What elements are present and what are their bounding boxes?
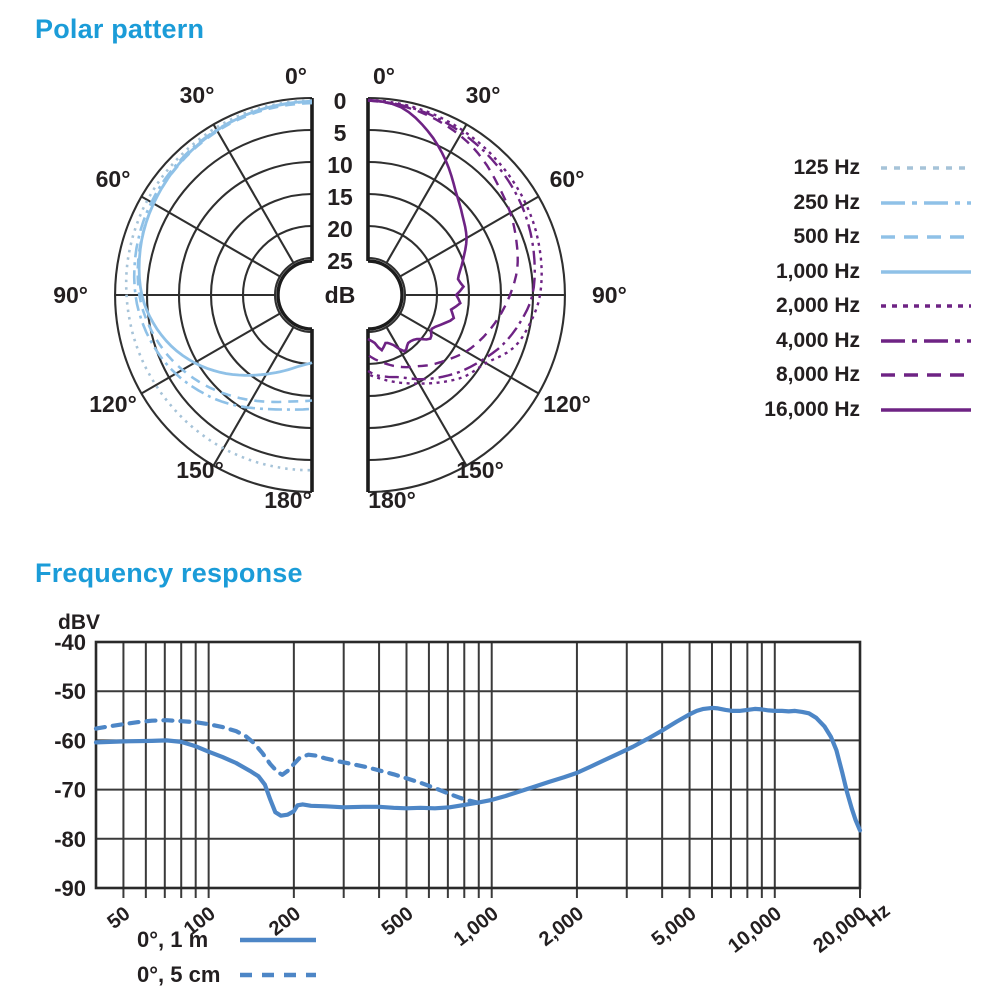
freq-curve-01m	[93, 705, 863, 833]
legend-line-sample	[881, 166, 971, 170]
freq-legend-label: 0°, 5 cm	[137, 962, 220, 987]
svg-text:5: 5	[334, 120, 347, 146]
legend-line-sample	[881, 339, 971, 343]
svg-text:60°: 60°	[96, 166, 131, 192]
svg-text:25: 25	[327, 248, 353, 274]
polar-left-angle-labels: 0° 30° 60° 90° 120° 150° 180°	[53, 63, 312, 513]
polar-curve-2000Hz	[367, 98, 543, 385]
freq-y-axis-labels: dBV-40 -50 -60 -70 -80 -90	[54, 611, 100, 901]
svg-text:5,000: 5,000	[648, 903, 701, 951]
svg-text:Hz: Hz	[862, 900, 895, 932]
svg-text:20,000: 20,000	[809, 903, 871, 958]
freq-legend-label: 0°, 1 m	[137, 927, 208, 952]
svg-text:30°: 30°	[180, 82, 215, 108]
polar-curve-1000Hz	[137, 99, 313, 377]
polar-right-angle-labels: 0° 30° 60° 90° 120° 150° 180°	[368, 63, 627, 513]
freq-legend: 0°, 1 m 0°, 5 cm	[137, 927, 316, 987]
svg-text:60°: 60°	[550, 166, 585, 192]
legend-label: 2,000 Hz	[775, 294, 860, 318]
legend-label: 4,000 Hz	[775, 328, 860, 352]
svg-text:-60: -60	[54, 728, 86, 753]
svg-text:200: 200	[265, 903, 305, 941]
svg-text:150°: 150°	[456, 457, 504, 483]
legend-label: 1,000 Hz	[775, 259, 860, 283]
svg-text:30°: 30°	[466, 82, 501, 108]
legend-line-sample	[881, 373, 971, 377]
svg-text:10: 10	[327, 152, 353, 178]
svg-text:-40: -40	[54, 630, 86, 655]
legend-item-8000Hz: 8,000 Hz	[736, 358, 972, 393]
polar-curve-8000Hz	[367, 99, 519, 369]
svg-text:-80: -80	[54, 827, 86, 852]
polar-left-half-grid	[114, 96, 314, 494]
svg-text:-90: -90	[54, 876, 86, 901]
svg-text:0: 0	[334, 88, 347, 114]
svg-text:500: 500	[378, 903, 418, 941]
polar-db-scale: 0 5 10 15 20 25 dB	[325, 88, 356, 308]
legend-item-4000Hz: 4,000 Hz	[736, 324, 972, 359]
polar-frequency-legend: 125 Hz 250 Hz 500 Hz 1,000 Hz 2,000 Hz 4,000 …	[736, 151, 972, 427]
svg-text:120°: 120°	[543, 391, 591, 417]
legend-label: 125 Hz	[793, 156, 860, 180]
legend-line-sample	[881, 270, 971, 274]
svg-text:20: 20	[327, 216, 353, 242]
svg-text:-50: -50	[54, 679, 86, 704]
svg-text:120°: 120°	[89, 391, 137, 417]
svg-text:180°: 180°	[368, 487, 416, 513]
freq-grid	[94, 640, 862, 898]
svg-text:90°: 90°	[592, 282, 627, 308]
legend-label: 8,000 Hz	[775, 363, 860, 387]
legend-line-sample	[881, 408, 971, 412]
polar-curve-125Hz	[124, 99, 313, 472]
legend-item-125Hz: 125 Hz	[736, 151, 972, 186]
svg-text:180°: 180°	[264, 487, 312, 513]
svg-text:90°: 90°	[53, 282, 88, 308]
legend-item-250Hz: 250 Hz	[736, 186, 972, 221]
legend-line-sample	[881, 235, 971, 239]
legend-item-500Hz: 500 Hz	[736, 220, 972, 255]
legend-item-1000Hz: 1,000 Hz	[736, 255, 972, 290]
legend-label: 250 Hz	[793, 190, 860, 214]
freq-curve-05cm	[93, 718, 481, 805]
legend-label: 500 Hz	[793, 225, 860, 249]
legend-item-16000Hz: 16,000 Hz	[736, 393, 972, 428]
svg-text:0°: 0°	[373, 63, 395, 89]
svg-text:10,000: 10,000	[724, 903, 786, 958]
polar-curve-250Hz	[132, 100, 313, 411]
legend-line-sample	[881, 201, 971, 205]
frequency-response-title: Frequency response	[35, 558, 303, 588]
polar-curve-500Hz	[136, 101, 313, 404]
svg-text:dB: dB	[325, 282, 356, 308]
svg-text:1,000: 1,000	[450, 903, 503, 951]
svg-text:-70: -70	[54, 778, 86, 803]
svg-text:0°: 0°	[285, 63, 307, 89]
svg-text:2,000: 2,000	[535, 903, 588, 951]
legend-item-2000Hz: 2,000 Hz	[736, 289, 972, 324]
svg-text:150°: 150°	[176, 457, 224, 483]
svg-text:50: 50	[103, 903, 134, 934]
legend-label: 16,000 Hz	[764, 397, 860, 421]
svg-text:dBV: dBV	[58, 611, 100, 634]
polar-curve-4000Hz	[367, 99, 537, 381]
polar-right-half-grid	[366, 96, 566, 494]
polar-curve-16000Hz	[367, 98, 468, 353]
legend-line-sample	[881, 304, 971, 308]
svg-text:15: 15	[327, 184, 353, 210]
polar-pattern-title: Polar pattern	[35, 14, 205, 44]
